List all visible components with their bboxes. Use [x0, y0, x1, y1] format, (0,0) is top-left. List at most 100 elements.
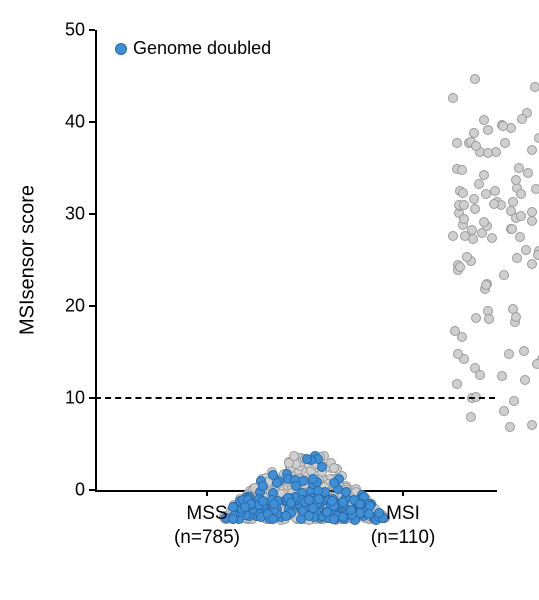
chart-container: MSIsensor score Genome doubled 010203040… [0, 0, 539, 600]
data-point [479, 115, 489, 125]
data-point [475, 370, 485, 380]
data-point [504, 349, 514, 359]
data-point [453, 349, 463, 359]
data-point [479, 170, 489, 180]
data-point [533, 250, 539, 260]
data-point [516, 211, 526, 221]
data-point [483, 148, 493, 158]
data-point [470, 74, 480, 84]
data-point [498, 121, 508, 131]
threshold-line [95, 397, 495, 399]
data-point [455, 262, 465, 272]
legend: Genome doubled [115, 38, 271, 59]
data-point [448, 93, 458, 103]
data-point [341, 487, 351, 497]
data-point [523, 168, 533, 178]
y-axis-label: MSIsensor score [17, 185, 40, 335]
data-point [527, 216, 537, 226]
ytick-label: 10 [65, 388, 85, 409]
data-point [286, 498, 296, 508]
data-point [500, 138, 510, 148]
data-point [499, 406, 509, 416]
data-point [469, 128, 479, 138]
data-point [489, 199, 499, 209]
data-point [527, 259, 537, 269]
data-point [531, 184, 539, 194]
ytick-label: 40 [65, 112, 85, 133]
data-point [462, 252, 472, 262]
data-point [466, 412, 476, 422]
data-point [329, 478, 339, 488]
data-point [527, 420, 537, 430]
data-point [521, 245, 531, 255]
plot-area [95, 30, 497, 492]
data-point [534, 133, 539, 143]
data-point [459, 200, 469, 210]
data-point [302, 454, 312, 464]
ytick-label: 50 [65, 20, 85, 41]
xtick-label: MSS (n=785) [174, 502, 240, 550]
ytick-mark [89, 121, 95, 123]
data-point [346, 505, 356, 515]
data-point [355, 499, 365, 509]
data-point [471, 313, 481, 323]
data-point [322, 507, 332, 517]
data-point [507, 224, 517, 234]
data-point [490, 186, 500, 196]
data-point [459, 214, 469, 224]
data-point [457, 165, 467, 175]
data-point [484, 314, 494, 324]
data-point [314, 494, 324, 504]
ytick-label: 0 [75, 480, 85, 501]
data-point [530, 82, 539, 92]
data-point [289, 451, 299, 461]
data-point [532, 359, 539, 369]
legend-swatch-icon [115, 43, 127, 55]
xtick-mark [402, 490, 404, 496]
data-point [483, 125, 493, 135]
data-point [458, 188, 468, 198]
data-point [240, 502, 250, 512]
data-point [469, 194, 479, 204]
ytick-mark [89, 305, 95, 307]
data-point [467, 225, 477, 235]
data-point [448, 231, 458, 241]
data-point [497, 371, 507, 381]
data-point [471, 141, 481, 151]
ytick-label: 30 [65, 204, 85, 225]
data-point [487, 233, 497, 243]
data-point [268, 514, 278, 524]
data-point [308, 474, 318, 484]
data-point [269, 499, 279, 509]
data-point [308, 503, 318, 513]
ytick-mark [89, 29, 95, 31]
data-point [329, 463, 339, 473]
data-point [515, 232, 525, 242]
xtick-mark [206, 490, 208, 496]
data-point [519, 346, 529, 356]
data-point [509, 396, 519, 406]
xtick-label: MSI (n=110) [371, 502, 436, 550]
data-point [520, 375, 530, 385]
data-point [505, 422, 515, 432]
data-point [512, 253, 522, 263]
data-point [327, 496, 337, 506]
data-point [499, 270, 509, 280]
data-point [452, 138, 462, 148]
data-point [457, 332, 467, 342]
data-point [452, 379, 462, 389]
legend-label: Genome doubled [133, 38, 271, 59]
data-point [511, 312, 521, 322]
ytick-mark [89, 489, 95, 491]
data-point [517, 114, 527, 124]
data-point [272, 478, 282, 488]
data-point [258, 481, 268, 491]
data-point [527, 145, 537, 155]
data-point [516, 189, 526, 199]
ytick-mark [89, 213, 95, 215]
data-point [479, 217, 489, 227]
data-point [281, 511, 291, 521]
data-point [291, 481, 301, 491]
data-point [481, 280, 491, 290]
data-point [511, 175, 521, 185]
